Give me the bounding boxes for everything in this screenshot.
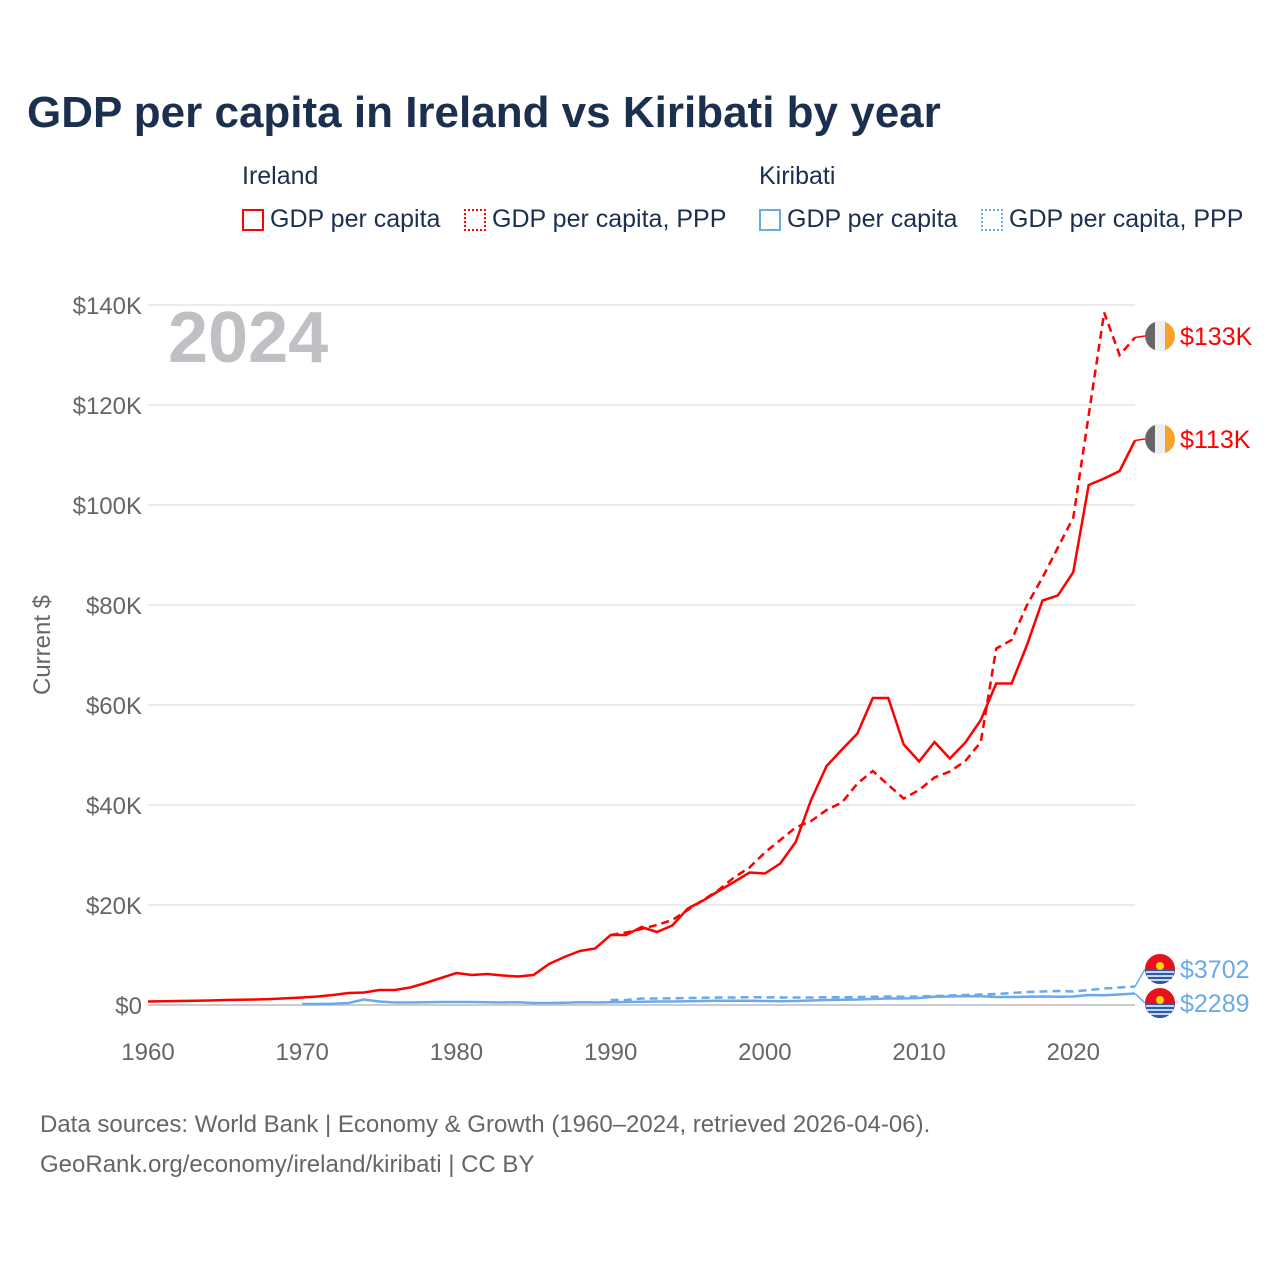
kiribati-flag-icon [1145,954,1175,984]
legend-kiribati-gdp[interactable]: GDP per capita [759,205,957,234]
legend-swatch-solid [242,208,264,231]
leader-line [1134,438,1146,442]
series-line-kiribati-gdp-per-capita-ppp [610,985,1136,1002]
y-tick-label: $40K [86,793,142,820]
end-value-label: $113K [1180,426,1251,454]
end-value-label: $133K [1180,323,1253,351]
leader-line [1134,335,1146,339]
y-axis-label: Current $ [29,595,56,695]
legend-label: GDP per capita, PPP [492,205,727,233]
legend-label: GDP per capita [270,205,441,233]
y-tick-label: $0 [115,993,142,1020]
legend-label: GDP per capita, PPP [1009,205,1244,233]
legend-label: GDP per capita [787,205,958,233]
x-tick-label: 2020 [1047,1039,1100,1066]
legend-group-kiribati: Kiribati [759,162,836,190]
legend-kiribati-ppp[interactable]: GDP per capita, PPP [981,205,1243,234]
year-watermark: 2024 [168,298,328,378]
x-tick-label: 1960 [121,1039,174,1066]
legend-ireland-ppp[interactable]: GDP per capita, PPP [464,205,726,234]
x-tick-label: 1980 [430,1039,483,1066]
legend-swatch-dotted [464,208,486,231]
source-text: Data sources: World Bank | Economy & Gro… [40,1111,931,1138]
ireland-flag-icon [1145,424,1175,454]
kiribati-flag-icon [1145,988,1175,1018]
x-tick-label: 1990 [584,1039,637,1066]
y-tick-label: $100K [73,493,142,520]
ireland-flag-icon [1145,321,1175,351]
legend-ireland-gdp[interactable]: GDP per capita [242,205,440,234]
y-tick-label: $20K [86,893,142,920]
y-tick-label: $60K [86,693,142,720]
chart-title: GDP per capita in Ireland vs Kiribati by… [27,88,941,137]
leader-line [1134,993,1146,1004]
legend-swatch-solid [759,208,781,231]
y-tick-label: $80K [86,593,142,620]
legend-group-ireland: Ireland [242,162,319,190]
y-tick-label: $120K [73,393,142,420]
x-tick-label: 2000 [738,1039,791,1066]
legend-swatch-dotted [981,208,1003,231]
series-line-ireland-gdp-per-capita [147,439,1137,1003]
x-tick-label: 2010 [892,1039,945,1066]
series-line-kiribati-gdp-per-capita [302,992,1136,1006]
x-tick-label: 1970 [276,1039,329,1066]
end-value-label: $3702 [1180,956,1250,984]
y-tick-label: $140K [73,293,142,320]
end-value-label: $2289 [1180,990,1250,1018]
leader-line [1134,968,1146,987]
url-text[interactable]: GeoRank.org/economy/ireland/kiribati | C… [40,1151,535,1178]
footer: Data sources: World Bank | Economy & Gro… [40,1105,930,1185]
series-line-ireland-gdp-per-capita-ppp [610,312,1136,937]
